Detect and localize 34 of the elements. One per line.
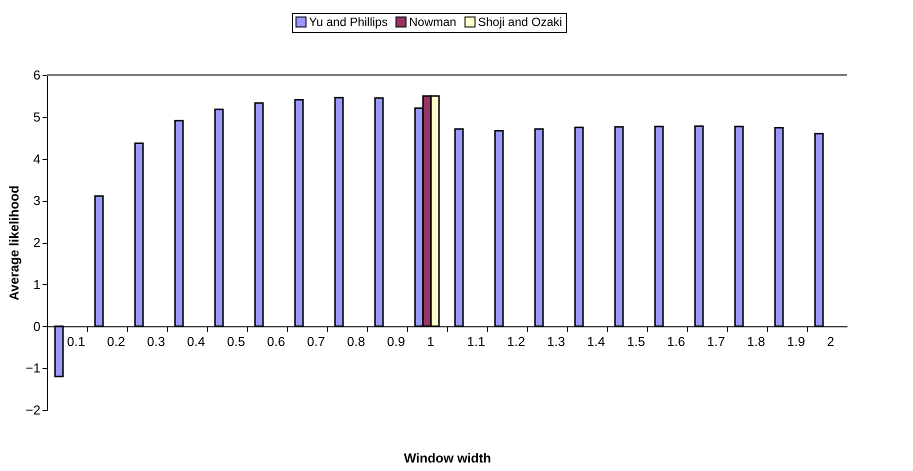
x-tick-label: 0.8 <box>347 334 366 349</box>
x-tick-label: 1.3 <box>547 334 566 349</box>
x-tick-label: 0.2 <box>107 334 126 349</box>
legend-label: Yu and Phillips <box>309 15 388 29</box>
x-tick-label: 1.7 <box>707 334 726 349</box>
y-tick-label: 6 <box>33 68 40 82</box>
x-tick-label: 0.7 <box>307 334 326 349</box>
legend-label: Shoji and Ozaki <box>478 15 562 29</box>
x-tick-label: 0.5 <box>227 334 246 349</box>
x-axis-title: Window width <box>404 450 492 466</box>
x-tick-label: 0.3 <box>147 334 166 349</box>
x-tick-label: 1.2 <box>507 334 526 349</box>
y-tick-label: 3 <box>33 193 40 208</box>
y-tick-label: 1 <box>33 276 40 292</box>
y-tick-label: 5 <box>33 109 40 124</box>
y-tick-label: 2 <box>33 235 40 250</box>
x-tick-label: 1.1 <box>467 334 486 349</box>
x-tick-label: 0.9 <box>387 334 406 349</box>
x-tick-label: 1.8 <box>747 334 766 349</box>
x-tick-label: 1.9 <box>787 334 806 349</box>
y-tick-label: −1 <box>26 360 40 376</box>
x-tick-label: 1.6 <box>667 334 686 349</box>
y-tick-label: −2 <box>26 402 40 418</box>
legend-label: Nowman <box>409 15 456 29</box>
x-tick-label: 1 <box>427 334 434 349</box>
x-tick-label: 0.1 <box>67 334 86 349</box>
y-axis-title: Average likelihood <box>6 185 22 301</box>
x-tick-label: 2 <box>827 334 834 349</box>
x-tick-label: 1.5 <box>627 334 646 349</box>
x-tick-label: 1.4 <box>587 334 606 349</box>
y-tick-label: 4 <box>33 151 40 166</box>
x-tick-label: 0.6 <box>267 334 286 349</box>
x-tick-label: 0.4 <box>187 334 206 349</box>
y-tick-label: 0 <box>33 318 40 334</box>
